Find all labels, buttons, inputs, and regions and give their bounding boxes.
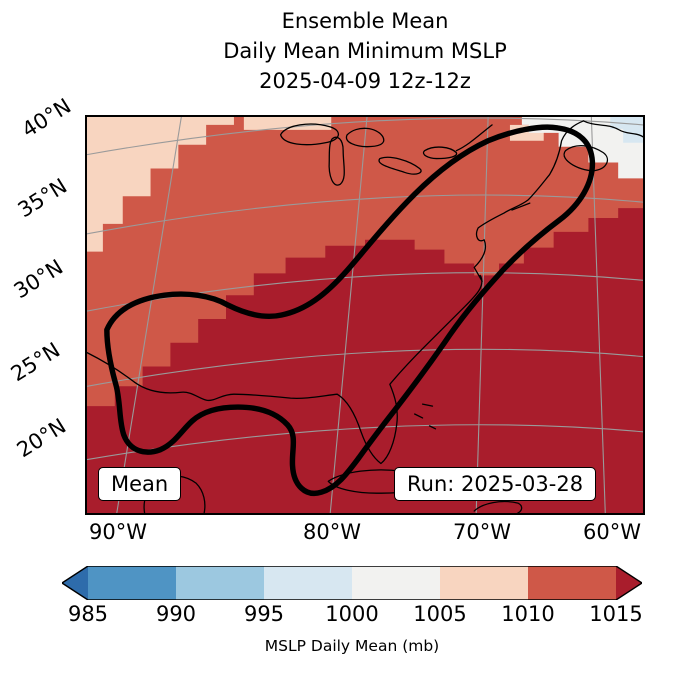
lon-tick-label: 80°W [303, 520, 361, 544]
colorbar-seg-1005-1010 [440, 566, 528, 600]
colorbar-tick: 1010 [501, 602, 555, 626]
fill-1000-1005-ne [521, 117, 643, 179]
colorbar-tick: 985 [67, 602, 109, 626]
lat-tick-label: 20°N [12, 413, 71, 463]
graticule [87, 117, 643, 513]
lat-tick-label: 35°N [13, 173, 72, 223]
colorbar-seg-1010-1015 [528, 566, 616, 600]
colorbar [60, 565, 644, 601]
colorbar-seg-990-995 [176, 566, 264, 600]
colorbar-over-arrow [616, 566, 642, 600]
colorbar-tick: 1000 [325, 602, 379, 626]
colorbar-canvas [60, 565, 644, 601]
colorbar-seg-995-1000 [264, 566, 352, 600]
lon-tick-label: 90°W [89, 520, 147, 544]
map-plot [85, 115, 645, 515]
colorbar-tick: 1015 [589, 602, 643, 626]
lon-tick-label: 60°W [583, 520, 641, 544]
mean-label-box: Mean [98, 467, 182, 501]
colorbar-seg-1000-1005 [352, 566, 440, 600]
title-line-1: Ensemble Mean [281, 9, 449, 33]
run-label-box: Run: 2025-03-28 [394, 467, 597, 501]
lat-tick-label: 30°N [9, 254, 68, 304]
lat-tick-label: 25°N [6, 337, 65, 387]
lat-tick-label: 40°N [17, 93, 76, 143]
fill-1005-1010-nw [87, 117, 234, 252]
colorbar-tick: 990 [155, 602, 197, 626]
colorbar-under-arrow [62, 566, 88, 600]
figure-title: Ensemble Mean Daily Mean Minimum MSLP 20… [85, 6, 645, 96]
map-canvas [87, 117, 643, 513]
lon-tick-label: 70°W [453, 520, 511, 544]
fill-over-1015 [87, 208, 643, 513]
mean-contour [104, 124, 596, 497]
title-line-3: 2025-04-09 12z-12z [259, 69, 471, 93]
colorbar-tick: 995 [243, 602, 285, 626]
colorbar-tick: 1005 [413, 602, 467, 626]
colorbar-axis-label: MSLP Daily Mean (mb) [264, 637, 440, 655]
colorbar-seg-985-990 [88, 566, 176, 600]
fill-1005-1010-top [243, 117, 332, 130]
title-line-2: Daily Mean Minimum MSLP [223, 39, 507, 63]
